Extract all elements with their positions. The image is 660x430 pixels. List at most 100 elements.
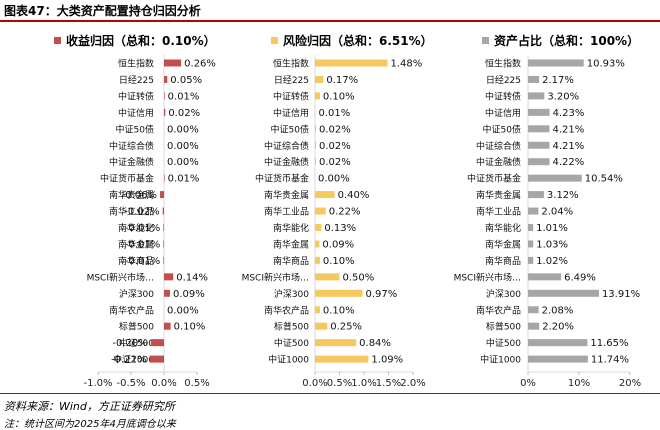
data-label: 0.01%: [168, 174, 200, 185]
chart-title: 收益归因（总和：0.10%）: [66, 33, 216, 48]
bar: [315, 125, 316, 132]
data-label: 0.50%: [343, 272, 375, 283]
bar: [315, 60, 388, 67]
bottom-rule: [0, 393, 660, 394]
data-label: 4.21%: [552, 141, 584, 152]
data-label: 1.03%: [536, 239, 568, 250]
category-label: 中证500: [274, 337, 309, 349]
data-label: 2.08%: [542, 305, 574, 316]
data-label: 6.49%: [564, 272, 596, 283]
data-label: -0.20%: [112, 338, 147, 349]
data-label: 10.54%: [585, 174, 623, 185]
category-label: 恒生指数: [485, 58, 521, 70]
category-label: 中证信用: [118, 107, 154, 119]
x-tick-label: 2.0%: [400, 378, 425, 389]
x-tick-label: 1.0%: [351, 378, 376, 389]
category-label: MSCI新兴市场…: [454, 271, 521, 283]
category-label: 中证信用: [273, 107, 309, 119]
bar: [528, 224, 533, 231]
category-label: 沪深300: [119, 288, 154, 300]
data-label: 3.20%: [547, 91, 579, 102]
data-label: -0.01%: [125, 239, 160, 250]
x-tick-label: 0.0%: [302, 378, 327, 389]
bar: [164, 76, 167, 83]
bar: [164, 175, 165, 182]
category-label: 日经225: [486, 74, 521, 86]
category-label: 中证50债: [483, 123, 521, 135]
category-label: 中证金融债: [109, 156, 154, 168]
legend-swatch: [54, 37, 61, 44]
data-label: 4.22%: [553, 157, 585, 168]
data-label: 0.10%: [323, 256, 355, 267]
category-label: 南华金属: [273, 238, 309, 250]
data-label: 4.23%: [553, 108, 585, 119]
data-label: 0.25%: [330, 322, 362, 333]
data-label: 10.93%: [587, 59, 625, 70]
data-label: 0.84%: [359, 338, 391, 349]
bar: [528, 158, 550, 165]
x-tick-label: -1.0%: [83, 378, 112, 389]
category-label: 南华能化: [485, 222, 521, 234]
data-label: 0.97%: [366, 289, 398, 300]
bar: [528, 142, 549, 149]
category-label: 沪深300: [274, 288, 309, 300]
bar: [528, 356, 588, 363]
data-label: 0.00%: [318, 174, 350, 185]
bar: [528, 191, 544, 198]
data-label: 0.02%: [168, 108, 200, 119]
bar: [528, 175, 582, 182]
category-label: 南华商品: [485, 255, 521, 267]
bar: [528, 339, 587, 346]
data-label: 1.02%: [536, 256, 568, 267]
category-label: 恒生指数: [273, 58, 309, 70]
category-label: 中证货币基金: [467, 173, 521, 185]
category-label: 中证综合债: [264, 140, 309, 152]
category-label: 沪深300: [486, 288, 521, 300]
data-label: -0.06%: [122, 190, 157, 201]
category-label: 南华贵金属: [264, 189, 309, 201]
data-label: 0.10%: [323, 305, 355, 316]
data-label: 0.09%: [322, 239, 354, 250]
category-label: 中证转债: [118, 90, 154, 102]
category-label: 中证50债: [116, 123, 154, 135]
category-label: 标普500: [486, 321, 521, 333]
x-tick-label: 10%: [568, 378, 590, 389]
category-label: 恒生指数: [118, 58, 154, 70]
bar: [315, 306, 320, 313]
data-label: 4.21%: [552, 124, 584, 135]
data-label: 0.09%: [173, 289, 205, 300]
category-label: 中证500: [486, 337, 521, 349]
category-label: 中证货币基金: [255, 173, 309, 185]
bar: [151, 339, 164, 346]
bar: [163, 208, 164, 215]
data-label: 0.01%: [318, 108, 350, 119]
category-label: 南华贵金属: [476, 189, 521, 201]
data-label: 0.02%: [319, 141, 351, 152]
x-tick-label: 20%: [619, 378, 641, 389]
data-label: 2.17%: [542, 75, 574, 86]
data-label: 13.91%: [602, 289, 640, 300]
category-label: MSCI新兴市场…: [87, 271, 154, 283]
bar: [528, 273, 561, 280]
category-label: 南华金属: [485, 238, 521, 250]
data-label: 0.17%: [326, 75, 358, 86]
bar: [528, 92, 544, 99]
data-label: 0.26%: [184, 59, 216, 70]
chart-title: 资产占比（总和：100%）: [494, 33, 639, 48]
bar: [315, 240, 319, 247]
category-label: MSCI新兴市场…: [242, 271, 309, 283]
bar: [315, 323, 327, 330]
x-tick-label: 0.5%: [184, 378, 209, 389]
data-label: 0.00%: [167, 124, 199, 135]
category-label: 中证1000: [268, 354, 309, 366]
category-label: 中证1000: [480, 354, 521, 366]
bar: [163, 257, 164, 264]
bar: [528, 306, 539, 313]
data-label: 3.12%: [547, 190, 579, 201]
x-tick-label: 0.0%: [151, 378, 176, 389]
data-label: 0.13%: [324, 223, 356, 234]
category-label: 南华农产品: [476, 304, 521, 316]
legend-swatch: [271, 37, 278, 44]
bar: [315, 339, 356, 346]
category-label: 中证综合债: [476, 140, 521, 152]
